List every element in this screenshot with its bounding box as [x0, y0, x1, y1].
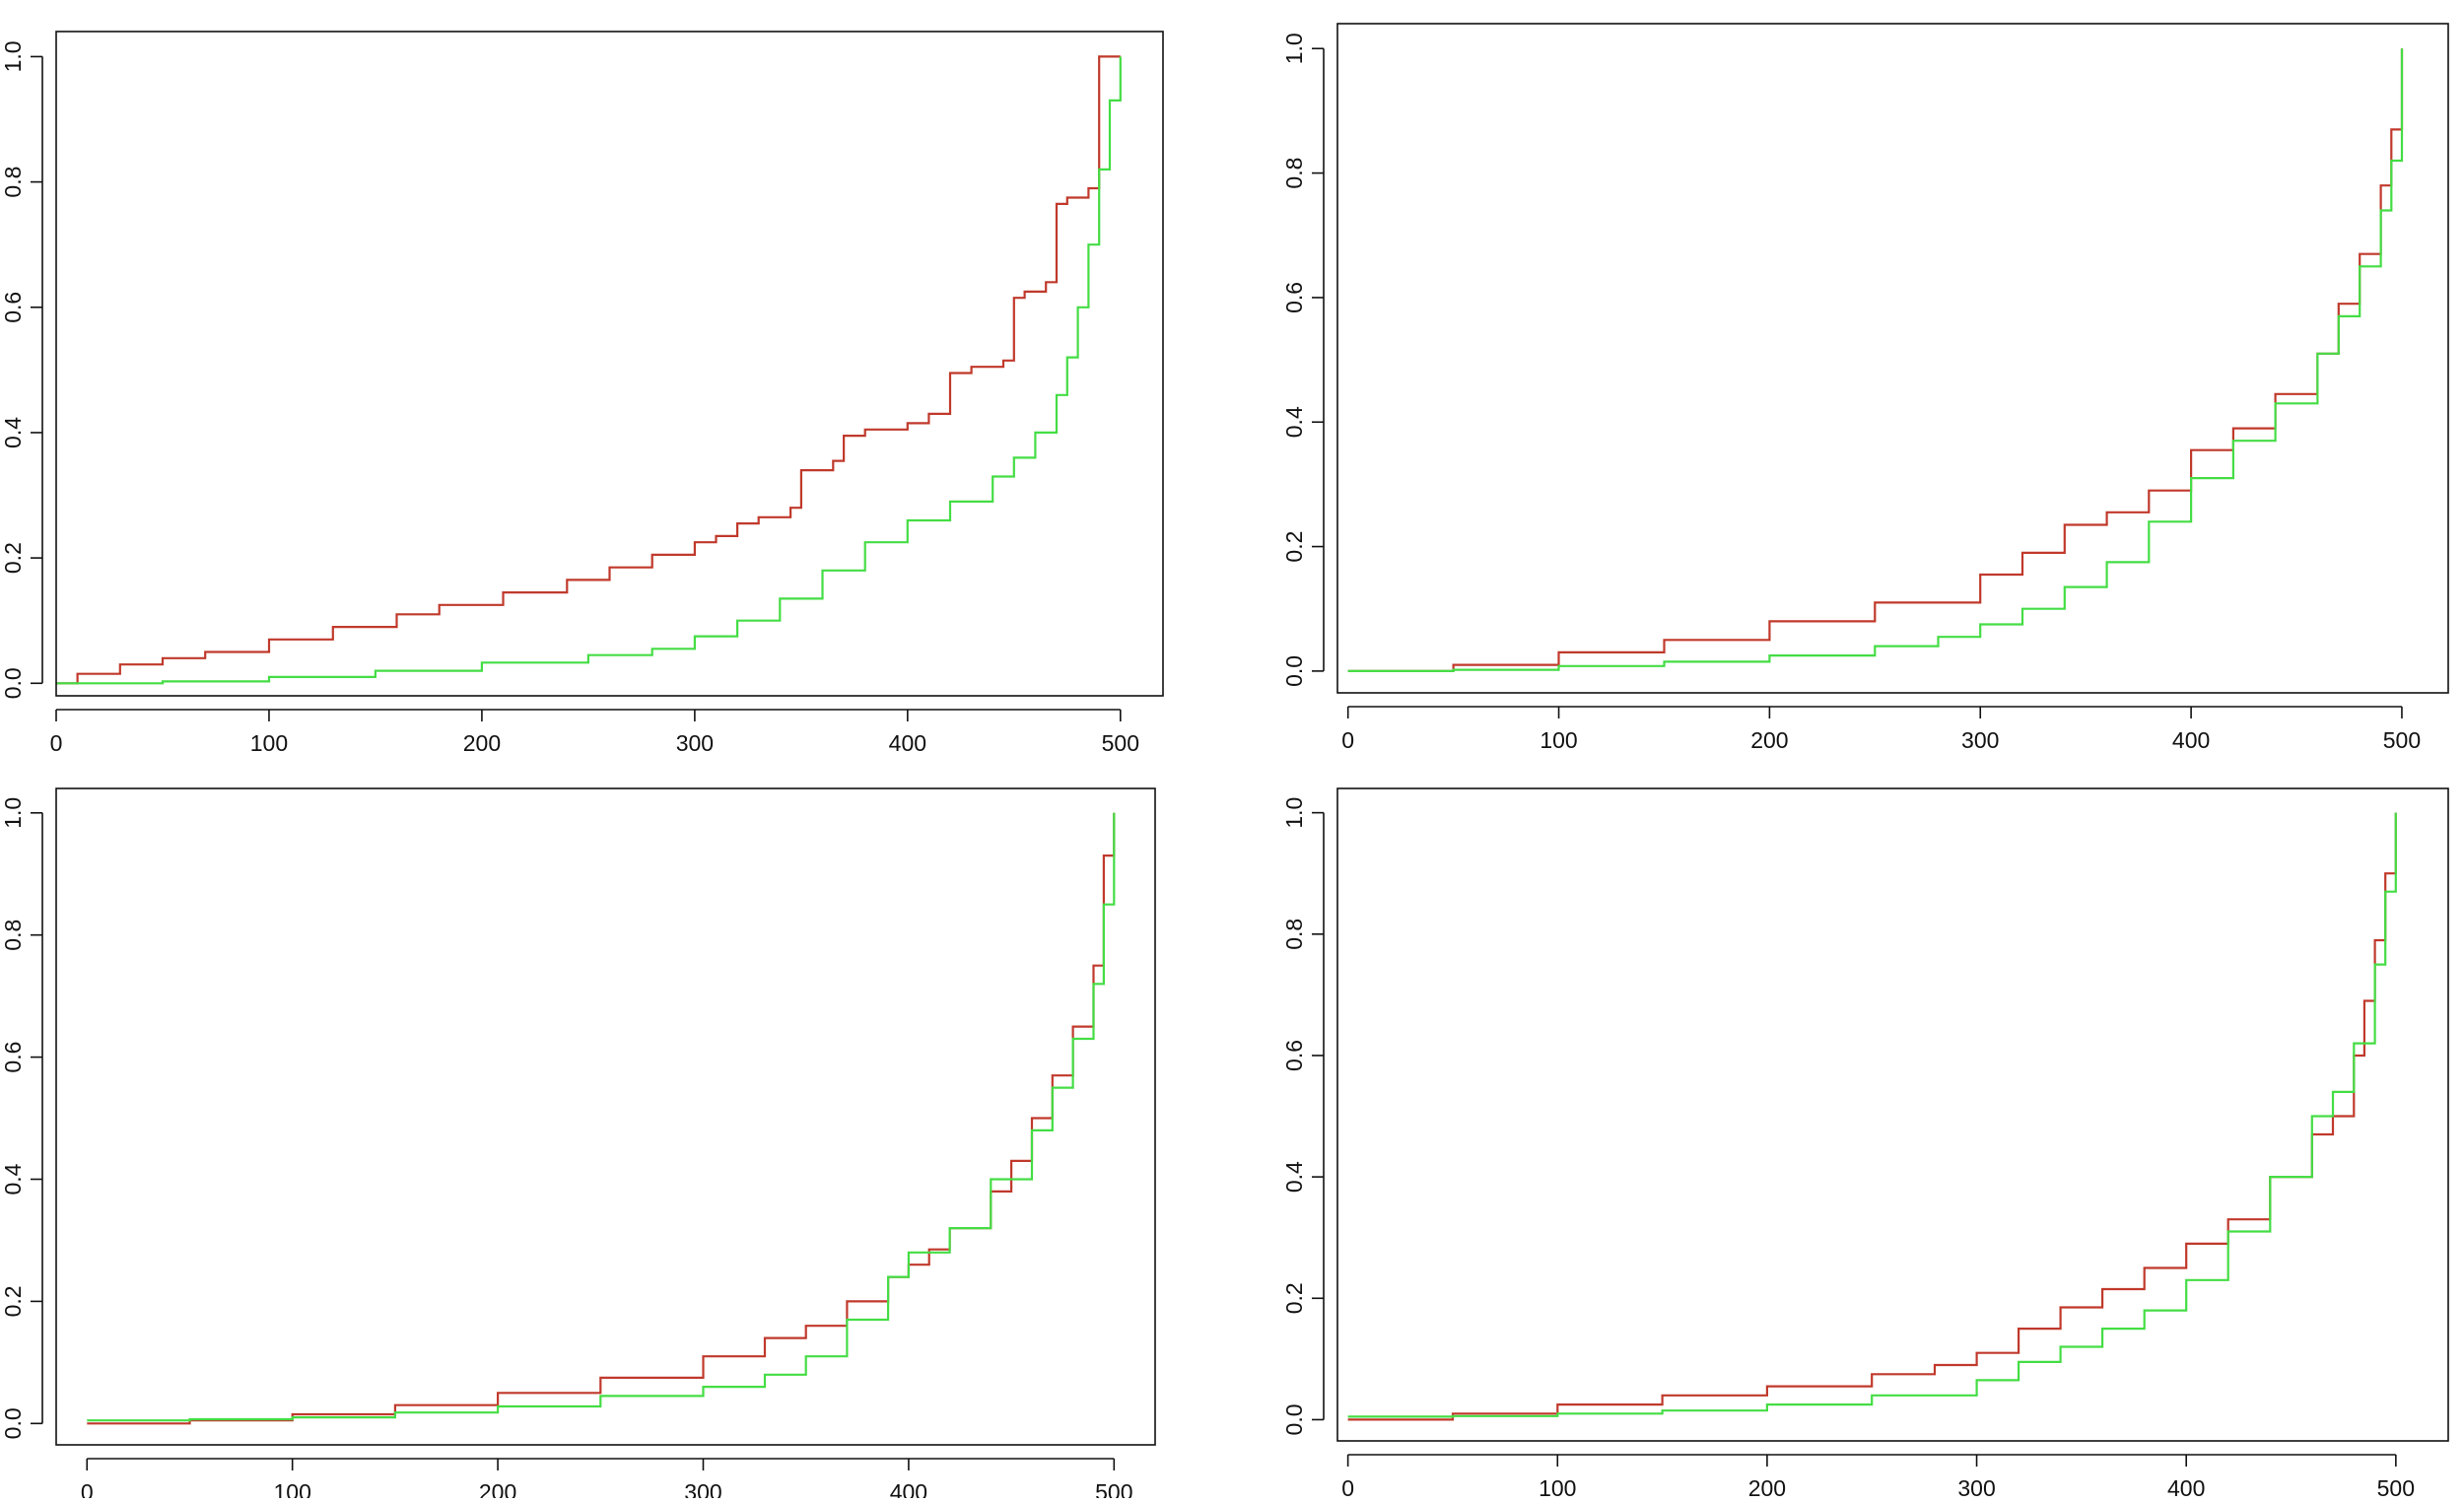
x-tick-label: 400: [2167, 1475, 2205, 1498]
x-tick-label: 200: [479, 1479, 516, 1498]
x-tick-label: 0: [50, 730, 63, 756]
series-line-red: [56, 55, 1121, 685]
series-line-red: [1347, 48, 2404, 672]
x-tick-label: 300: [1961, 727, 1999, 753]
x-tick-label: 100: [250, 730, 288, 756]
x-tick-label: 500: [2377, 1475, 2415, 1498]
y-tick-label: 0.0: [0, 1407, 26, 1439]
x-tick-label: 500: [1095, 1479, 1132, 1498]
y-tick-label: 0.2: [1281, 531, 1307, 563]
y-tick-label: 1.0: [1281, 797, 1307, 829]
y-tick-label: 0.0: [1281, 655, 1307, 687]
y-tick-label: 0.6: [1281, 282, 1307, 313]
x-tick-label: 200: [463, 730, 501, 756]
chart-panel-bottom-right: 0 100 200 300 400 500 0.0 0.2 0.4 0.6 0.8 1.0: [1232, 769, 2464, 1501]
x-tick-label: 300: [1957, 1475, 1995, 1498]
y-tick-label: 0.6: [0, 292, 26, 323]
chart-svg: 0 100 200 300 400 500 0.0 0.2 0.4 0.6 0.8 1.0: [1281, 787, 2449, 1501]
y-tick-label: 0.4: [1281, 1161, 1307, 1193]
y-tick-label: 0.8: [1281, 919, 1307, 950]
chart-svg: 0 100 200 300 400 500 0.0 0.2 0.4 0.6 0.8 1.0: [0, 31, 1164, 756]
plot-frame: [55, 787, 1156, 1446]
x-tick-label: 500: [2383, 727, 2421, 753]
series-line-green: [87, 812, 1116, 1422]
series-line-green: [1347, 812, 2397, 1418]
series-line-green: [56, 56, 1122, 685]
x-tick-label: 400: [2172, 727, 2210, 753]
x-tick-label: 200: [1748, 1475, 1786, 1498]
y-tick-label: 1.0: [0, 797, 26, 829]
x-tick-label: 400: [890, 1479, 927, 1498]
series-line-green: [1347, 48, 2404, 672]
y-tick-label: 0.4: [0, 1163, 26, 1195]
x-tick-label: 100: [1539, 1475, 1576, 1498]
x-tick-label: 0: [1341, 727, 1354, 753]
y-tick-label: 0.4: [0, 417, 26, 448]
chart-svg: 0 100 200 300 400 500 0.0 0.2 0.4 0.6 0.8 1.0: [1281, 23, 2449, 753]
plot-frame: [1336, 23, 2449, 694]
chart-panel-top-right: 0 100 200 300 400 500 0.0 0.2 0.4 0.6 0.8 1.0: [1232, 0, 2464, 769]
y-tick-label: 0.8: [1281, 158, 1307, 189]
x-tick-label: 500: [1102, 730, 1139, 756]
y-tick-label: 0.4: [1281, 406, 1307, 438]
x-tick-label: 200: [1750, 727, 1788, 753]
x-tick-label: 100: [273, 1479, 310, 1498]
y-tick-label: 1.0: [0, 40, 26, 72]
x-tick-label: 0: [1341, 1475, 1354, 1498]
plot-frame: [55, 31, 1164, 697]
y-tick-label: 0.2: [0, 1285, 26, 1317]
x-tick-label: 300: [676, 730, 714, 756]
y-tick-label: 0.6: [0, 1042, 26, 1073]
plot-frame: [1336, 787, 2449, 1442]
y-tick-label: 0.0: [1281, 1403, 1307, 1435]
series-line-red: [87, 812, 1116, 1425]
x-tick-label: 400: [889, 730, 926, 756]
chart-svg: 0 100 200 300 400 500 0.0 0.2 0.4 0.6 0.8 1.0: [0, 787, 1156, 1503]
y-tick-label: 1.0: [1281, 33, 1307, 64]
x-tick-label: 300: [684, 1479, 721, 1498]
y-tick-label: 0.2: [1281, 1282, 1307, 1314]
y-tick-label: 0.2: [0, 542, 26, 574]
x-tick-label: 0: [81, 1479, 94, 1498]
chart-panel-bottom-left: 0 100 200 300 400 500 0.0 0.2 0.4 0.6 0.8 1.0: [0, 769, 1232, 1503]
chart-panel-top-left: 0 100 200 300 400 500 0.0 0.2 0.4 0.6 0.8 1.0: [0, 0, 1232, 769]
y-tick-label: 0.0: [0, 667, 26, 699]
x-tick-label: 100: [1540, 727, 1577, 753]
y-tick-label: 0.8: [0, 920, 26, 951]
y-tick-label: 0.8: [0, 167, 26, 198]
y-tick-label: 0.6: [1281, 1040, 1307, 1071]
series-line-red: [1347, 812, 2397, 1421]
